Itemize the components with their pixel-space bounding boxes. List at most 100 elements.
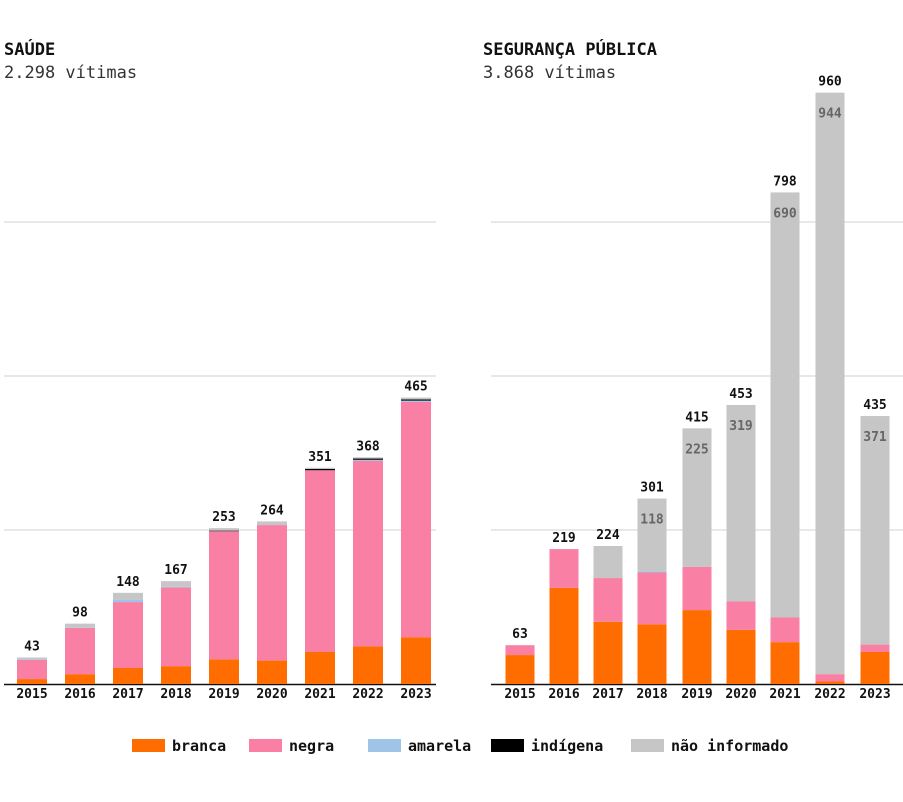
x-tick-label-2016: 2016: [548, 687, 579, 702]
bar-segment-branca-2016: [549, 587, 579, 684]
legend-label-amarela: amarela: [408, 737, 471, 755]
bar-segment-indigena-2022: [353, 458, 383, 460]
bar-segment-branca-2022: [815, 681, 845, 684]
bar-segment-negra-2017: [593, 578, 623, 622]
bar-segment-nao-informado-2022: [815, 92, 845, 675]
bar-segment-indigena-2019: [209, 530, 239, 532]
legend-item-nao-informado: não informado: [631, 737, 788, 755]
bar-segment-negra-2021: [770, 617, 800, 643]
x-tick-label-2015: 2015: [16, 687, 47, 702]
total-label-2015: 43: [24, 640, 40, 655]
bar-segment-nao-informado-2023: [401, 397, 431, 400]
total-label-2020: 264: [260, 503, 284, 518]
bar-segment-amarela-2017: [113, 599, 143, 603]
bar-segment-nao-informado-2022: [353, 457, 383, 459]
x-tick-label-2023: 2023: [859, 687, 890, 702]
total-label-2023: 435: [863, 398, 886, 413]
bar-segment-branca-2020: [726, 629, 756, 684]
bar-segment-indigena-2021: [305, 469, 335, 471]
total-label-2021: 351: [308, 450, 332, 465]
bar-segment-indigena-2023: [401, 399, 431, 401]
legend-item-negra: negra: [249, 737, 334, 755]
total-label-2021: 798: [773, 174, 797, 189]
bar-segment-amarela-2018: [637, 571, 667, 573]
inner-label-2023: 371: [863, 430, 887, 445]
bar-segment-nao-informado-2015: [17, 657, 47, 660]
chart-panel-saude: SAÚDE 2.298 vítimas 43 2015 98 2016 148 2017 167…: [4, 38, 436, 702]
legend-swatch-nao-informado: [631, 739, 664, 752]
chart-title: SEGURANÇA PÚBLICA: [483, 38, 657, 60]
bar-segment-amarela-2016: [65, 627, 95, 628]
x-tick-label-2017: 2017: [592, 687, 623, 702]
bar-segment-negra-2022: [815, 674, 845, 682]
total-label-2016: 219: [552, 531, 575, 546]
legend: branca negra amarela indígena não informado: [132, 737, 788, 755]
bar-segment-negra-2023: [860, 644, 890, 652]
bar-segment-branca-2022: [353, 646, 383, 684]
legend-swatch-indigena: [491, 739, 524, 752]
legend-label-branca: branca: [172, 737, 226, 755]
x-tick-label-2020: 2020: [725, 687, 756, 702]
x-tick-label-2017: 2017: [112, 687, 143, 702]
total-label-2018: 167: [164, 563, 187, 578]
bar-segment-nao-informado-2020: [257, 521, 287, 526]
x-tick-label-2015: 2015: [504, 687, 535, 702]
total-label-2015: 63: [512, 627, 528, 642]
bar-segment-branca-2019: [682, 610, 712, 684]
bar-segment-nao-informado-2019: [682, 428, 712, 567]
bar-segment-amarela-2015: [17, 659, 47, 660]
bar-segment-branca-2015: [505, 655, 535, 684]
total-label-2023: 465: [404, 380, 427, 395]
bar-segment-negra-2022: [353, 461, 383, 647]
total-label-2022: 368: [356, 439, 380, 454]
bar-segment-branca-2017: [593, 621, 623, 684]
x-tick-label-2020: 2020: [256, 687, 287, 702]
x-tick-label-2021: 2021: [769, 687, 800, 702]
legend-item-amarela: amarela: [368, 737, 471, 755]
bar-segment-negra-2023: [401, 401, 431, 638]
x-tick-label-2022: 2022: [352, 687, 383, 702]
x-tick-label-2022: 2022: [814, 687, 845, 702]
total-label-2018: 301: [640, 481, 664, 496]
chart-subtitle: 2.298 vítimas: [4, 63, 137, 83]
bar-segment-negra-2019: [682, 566, 712, 611]
x-tick-label-2021: 2021: [304, 687, 335, 702]
chart-subtitle: 3.868 vítimas: [483, 63, 616, 83]
bar-segment-negra-2018: [161, 587, 191, 667]
bar-segment-negra-2017: [113, 602, 143, 668]
bar-segment-branca-2015: [17, 679, 47, 684]
x-tick-label-2016: 2016: [64, 687, 95, 702]
bar-segment-branca-2021: [305, 651, 335, 684]
bar-segment-negra-2020: [726, 601, 756, 630]
x-tick-label-2019: 2019: [681, 687, 712, 702]
bar-segment-nao-informado-2021: [770, 192, 800, 618]
bar-segment-negra-2021: [305, 470, 335, 652]
x-tick-label-2018: 2018: [636, 687, 667, 702]
chart-title: SAÚDE: [4, 38, 55, 60]
x-tick-label-2023: 2023: [400, 687, 431, 702]
legend-label-nao-informado: não informado: [671, 737, 788, 755]
bar-segment-amarela-2023: [401, 400, 431, 402]
bar-segment-nao-informado-2021: [305, 467, 335, 470]
bar-segment-branca-2016: [65, 674, 95, 684]
bar-segment-branca-2018: [161, 666, 191, 684]
inner-label-2020: 319: [729, 419, 752, 434]
total-label-2019: 415: [685, 410, 708, 425]
bar-segment-amarela-2022: [353, 459, 383, 462]
bar-segment-negra-2015: [505, 645, 535, 656]
inner-label-2022: 944: [818, 107, 842, 122]
bar-segment-nao-informado-2018: [637, 498, 667, 572]
bar-segment-negra-2015: [17, 659, 47, 680]
bar-segment-nao-informado-2016: [65, 623, 95, 628]
total-label-2019: 253: [212, 510, 235, 525]
inner-label-2019: 225: [685, 442, 708, 457]
legend-label-negra: negra: [289, 737, 334, 755]
bar-segment-nao-informado-2017: [113, 592, 143, 600]
bar-segment-branca-2021: [770, 642, 800, 684]
legend-swatch-amarela: [368, 739, 401, 752]
bar-segment-negra-2016: [549, 549, 579, 588]
bar-segment-amarela-2018: [161, 586, 191, 588]
x-tick-label-2019: 2019: [208, 687, 239, 702]
inner-label-2021: 690: [773, 206, 797, 221]
